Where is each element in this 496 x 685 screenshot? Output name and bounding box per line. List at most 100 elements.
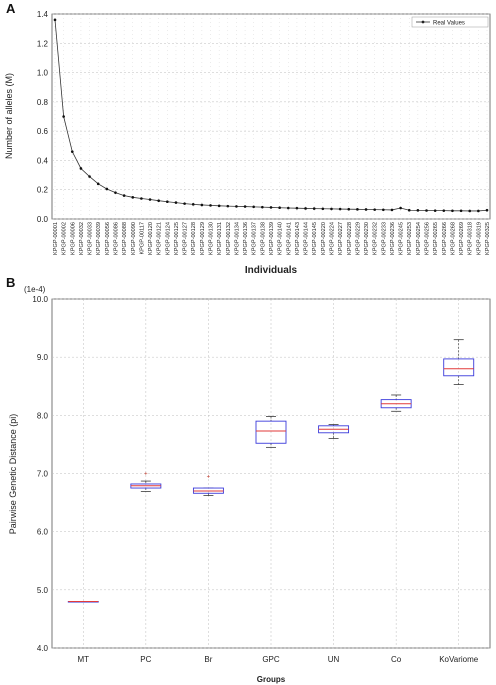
x-tick-label: KPGP-00268 (450, 222, 456, 255)
x-tick-label: KPGP-00325 (485, 222, 491, 255)
allele-line-chart: 0.00.20.40.60.81.01.21.4 KPGP-00001 KPGP-… (4, 10, 491, 276)
data-point (235, 205, 238, 208)
x-tick-label: KPGP-00318 (468, 222, 474, 255)
chart-a-series (53, 18, 489, 213)
y-tick-label: 0.2 (37, 186, 49, 195)
data-point (243, 205, 247, 208)
chart-b-y-ticks: 4.0 5.0 6.0 7.0 8.0 9.0 10.0 (32, 295, 48, 653)
x-tick-label: KPGP-00056 (105, 222, 111, 255)
x-tick-label: GPC (262, 655, 280, 664)
box-iqr (255, 420, 287, 444)
chart-a-plot-area (51, 13, 491, 220)
box-br: + (192, 474, 224, 496)
box-gpc (255, 416, 287, 448)
chart-a-grid (52, 13, 490, 220)
data-point (416, 209, 420, 212)
x-tick-label: KPGP-00002 (62, 222, 68, 255)
data-point (356, 208, 359, 211)
chart-a-y-ticks: 0.0 0.2 0.4 0.6 0.8 1.0 1.2 1.4 (37, 10, 49, 224)
data-point (338, 207, 342, 211)
data-point (278, 206, 281, 210)
data-point (191, 203, 195, 206)
data-point (304, 207, 307, 210)
data-point (226, 204, 230, 208)
x-tick-label: KPGP-00086 (113, 222, 119, 255)
data-point (261, 205, 264, 209)
x-tick-label: KPGP-00266 (442, 222, 448, 255)
x-tick-label: KPGP-00006 (70, 222, 76, 255)
y-tick-label: 6.0 (37, 528, 49, 537)
x-tick-label: KPGP-00319 (476, 222, 482, 255)
data-point (295, 206, 299, 210)
y-tick-label: 9.0 (37, 353, 49, 362)
data-point (459, 209, 463, 213)
data-point (321, 207, 325, 211)
x-tick-label: KPGP-00120 (148, 222, 154, 255)
data-point (131, 196, 135, 199)
x-tick-label: KPGP-00245 (399, 222, 405, 255)
x-tick-label: KPGP-00131 (217, 222, 223, 255)
x-tick-label: KPGP-00265 (433, 222, 439, 255)
data-point (468, 209, 472, 213)
data-point (166, 200, 169, 204)
x-tick-label: KPGP-00145 (312, 222, 318, 255)
chart-b-boxes: + + (67, 339, 475, 603)
x-tick-label: KPGP-00090 (131, 222, 137, 255)
chart-b-y-label: Pairwise Genetic Distance (pi) (8, 414, 18, 535)
genetic-distance-boxplot: (1e-4) 4.0 5.0 6.0 7.0 8.0 9.0 10.0 MT PC Br GPC U… (8, 285, 491, 684)
data-point (286, 206, 290, 210)
chart-a-x-ticks: KPGP-00001 KPGP-00002 KPGP-00006 KPGP-00032… (53, 222, 491, 255)
y-tick-label: 1.2 (37, 39, 49, 48)
x-tick-label: KPGP-00130 (209, 222, 215, 255)
x-tick-label: KPGP-00144 (304, 222, 310, 255)
x-tick-label: KPGP-00139 (269, 222, 275, 255)
x-tick-label: KPGP-00143 (295, 222, 301, 255)
x-tick-label: KoVariome (439, 655, 479, 664)
data-point (252, 205, 256, 209)
x-tick-label: KPGP-00125 (174, 222, 180, 255)
data-point (96, 182, 100, 186)
data-point (477, 209, 480, 213)
y-tick-label: 0.8 (37, 98, 49, 107)
x-tick-label: KPGP-00127 (183, 222, 189, 255)
x-tick-label: KPGP-00088 (122, 222, 128, 255)
data-point (433, 209, 437, 212)
data-point (442, 209, 446, 212)
chart-a-legend: Real Values (411, 16, 489, 28)
chart-a-y-label: Number of alleles (M) (4, 73, 14, 159)
data-point (312, 207, 316, 210)
chart-a-x-label: Individuals (245, 265, 298, 276)
x-tick-label: KPGP-00137 (252, 222, 258, 255)
y-tick-label: 0.6 (37, 127, 49, 136)
data-point (399, 206, 402, 210)
y-tick-label: 5.0 (37, 586, 49, 595)
data-point (425, 209, 428, 212)
legend-marker (421, 20, 425, 24)
data-point (88, 175, 91, 178)
x-tick-label: KPGP-00140 (278, 222, 284, 255)
y-tick-label: 1.4 (37, 10, 49, 19)
data-point (330, 207, 333, 211)
x-tick-label: KPGP-00124 (165, 222, 171, 255)
panel-a-letter: A (6, 1, 16, 16)
data-point (382, 208, 385, 212)
x-tick-label: KPGP-00253 (407, 222, 413, 255)
data-point (79, 167, 83, 170)
data-point (183, 202, 186, 205)
x-tick-label: KPGP-00228 (347, 222, 353, 255)
x-tick-label: KPGP-00269 (459, 222, 465, 255)
data-point (122, 194, 126, 197)
data-point (364, 208, 368, 211)
y-tick-label: 1.0 (37, 69, 49, 78)
x-tick-label: KPGP-00230 (364, 222, 370, 255)
x-tick-label: KPGP-00032 (79, 222, 85, 255)
x-tick-label: KPGP-00220 (321, 222, 327, 255)
data-point (200, 203, 204, 207)
y-tick-label: 10.0 (32, 295, 48, 304)
data-point (485, 208, 489, 212)
data-point (407, 208, 411, 212)
data-point (157, 199, 160, 202)
box-kovariome (443, 339, 475, 385)
legend-label: Real Values (433, 21, 465, 27)
data-point (53, 18, 57, 22)
